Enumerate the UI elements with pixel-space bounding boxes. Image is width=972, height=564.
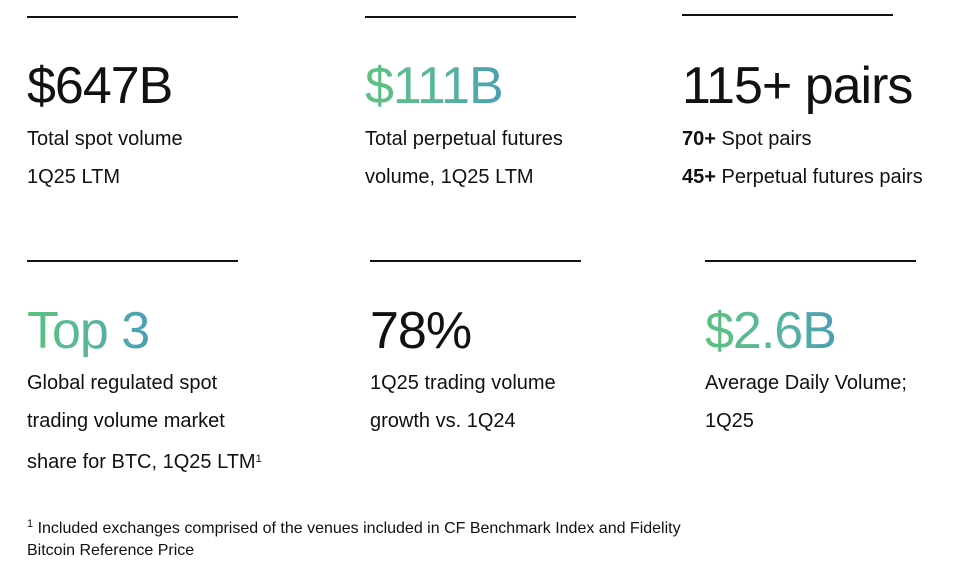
stat-description: Average Daily Volume; 1Q25: [705, 364, 907, 440]
stat-description-line: trading volume market: [27, 410, 225, 432]
stat-value: $647B: [27, 57, 173, 115]
stat-description-line: share for BTC, 1Q25 LTM1: [27, 440, 262, 481]
stat-description: Total spot volume 1Q25 LTM: [27, 120, 183, 196]
footnote: 1 Included exchanges comprised of the ve…: [27, 513, 681, 562]
stat-description-text: share for BTC, 1Q25 LTM: [27, 451, 256, 473]
stat-value: $2.6B: [705, 302, 837, 360]
divider: [370, 260, 581, 262]
footnote-marker: 1: [255, 453, 262, 465]
pairs-label: Perpetual futures pairs: [721, 166, 923, 188]
stat-description-line: Global regulated spot: [27, 372, 218, 394]
stat-description: Global regulated spot trading volume mar…: [27, 364, 262, 481]
stat-description-line: volume, 1Q25 LTM: [365, 166, 534, 188]
stat-value: 115+ pairs: [682, 57, 913, 115]
divider: [682, 14, 893, 16]
footnote-line: 1 Included exchanges comprised of the ve…: [27, 513, 681, 540]
stat-description-line: 1Q25 LTM: [27, 166, 120, 188]
stat-value: 78%: [370, 302, 472, 360]
stat-value: $111B: [365, 57, 504, 115]
footnote-marker: 1: [27, 518, 34, 530]
stat-value: Top 3: [27, 302, 150, 360]
divider: [705, 260, 916, 262]
footnote-text: Included exchanges comprised of the venu…: [37, 520, 681, 537]
pairs-count: 45+: [682, 166, 716, 188]
footnote-line: Bitcoin Reference Price: [27, 542, 195, 559]
stat-description-line: growth vs. 1Q24: [370, 410, 516, 432]
divider: [365, 16, 576, 18]
stat-description: 70+ Spot pairs 45+ Perpetual futures pai…: [682, 120, 923, 196]
stat-description-line: Total perpetual futures: [365, 128, 563, 150]
pairs-label: Spot pairs: [721, 128, 812, 150]
pairs-item-perpetual: 45+ Perpetual futures pairs: [682, 158, 923, 196]
stat-description: Total perpetual futures volume, 1Q25 LTM: [365, 120, 563, 196]
stat-description: 1Q25 trading volume growth vs. 1Q24: [370, 364, 556, 440]
pairs-count: 70+: [682, 128, 716, 150]
stat-description-line: Total spot volume: [27, 128, 183, 150]
stat-description-line: 1Q25: [705, 410, 754, 432]
pairs-item-spot: 70+ Spot pairs: [682, 120, 923, 158]
divider: [27, 16, 238, 18]
divider: [27, 260, 238, 262]
stat-description-line: Average Daily Volume;: [705, 372, 907, 394]
stat-description-line: 1Q25 trading volume: [370, 372, 556, 394]
